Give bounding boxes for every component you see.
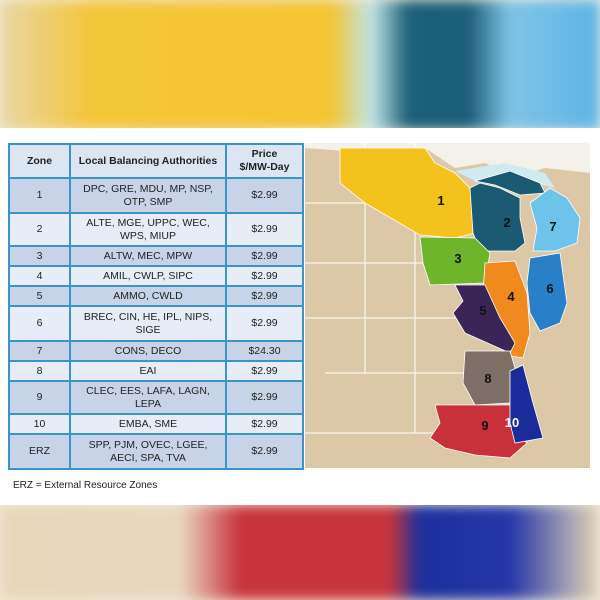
zone-1-label: 1	[437, 193, 444, 208]
cell-price: $2.99	[225, 413, 304, 435]
cell-zone: 2	[8, 212, 71, 247]
blurred-background-top	[0, 0, 600, 130]
zone-10-region	[509, 364, 544, 444]
zone-price-table: Zone Local Balancing Authorities Price $/…	[8, 143, 304, 470]
table-row: 2 ALTE, MGE, UPPC, WEC, WPS, MIUP $2.99	[8, 212, 304, 247]
cell-zone: 7	[8, 340, 71, 362]
cell-price: $2.99	[225, 285, 304, 307]
zone-5-label: 5	[479, 303, 486, 318]
cell-zone: 8	[8, 360, 71, 382]
cell-price: $2.99	[225, 177, 304, 214]
table-row: 4 AMIL, CWLP, SIPC $2.99	[8, 265, 304, 287]
zone-map: 1 2 3 4 5 6 7 8 9 10	[305, 143, 590, 468]
cell-zone: 4	[8, 265, 71, 287]
zone-7-region	[529, 187, 581, 252]
zone-4-label: 4	[507, 289, 515, 304]
cell-lbas: ALTE, MGE, UPPC, WEC, WPS, MIUP	[69, 212, 227, 247]
cell-price: $2.99	[225, 360, 304, 382]
cell-price: $24.30	[225, 340, 304, 362]
cell-zone: 6	[8, 305, 71, 342]
cell-lbas: DPC, GRE, MDU, MP, NSP, OTP, SMP	[69, 177, 227, 214]
table-row: 9 CLEC, EES, LAFA, LAGN, LEPA $2.99	[8, 380, 304, 415]
zone-8-label: 8	[484, 371, 491, 386]
table-row: 7 CONS, DECO $24.30	[8, 340, 304, 362]
cell-lbas: CLEC, EES, LAFA, LAGN, LEPA	[69, 380, 227, 415]
cell-price: $2.99	[225, 380, 304, 415]
cell-zone: ERZ	[8, 433, 71, 470]
table-row: 10 EMBA, SME $2.99	[8, 413, 304, 435]
cell-price: $2.99	[225, 433, 304, 470]
table-row: 5 AMMO, CWLD $2.99	[8, 285, 304, 307]
cell-lbas: BREC, CIN, HE, IPL, NIPS, SIGE	[69, 305, 227, 342]
cell-price: $2.99	[225, 212, 304, 247]
footnote: ERZ = External Resource Zones	[13, 480, 158, 491]
cell-zone: 1	[8, 177, 71, 214]
zone-10-label: 10	[505, 415, 519, 430]
cell-price: $2.99	[225, 265, 304, 287]
header-price: Price $/MW-Day	[225, 143, 304, 179]
zone-3-label: 3	[454, 251, 461, 266]
header-zone: Zone	[8, 143, 71, 179]
cell-lbas: ALTW, MEC, MPW	[69, 245, 227, 267]
cell-lbas: AMMO, CWLD	[69, 285, 227, 307]
zone-6-region	[526, 252, 568, 332]
cell-price: $2.99	[225, 305, 304, 342]
state-borders	[305, 143, 465, 434]
table-row: 1 DPC, GRE, MDU, MP, NSP, OTP, SMP $2.99	[8, 177, 304, 214]
cell-lbas: EAI	[69, 360, 227, 382]
table-row: 3 ALTW, MEC, MPW $2.99	[8, 245, 304, 267]
cell-zone: 9	[8, 380, 71, 415]
zone-2-label: 2	[503, 215, 510, 230]
table-row: 8 EAI $2.99	[8, 360, 304, 382]
zone-9-label: 9	[481, 418, 488, 433]
zone-6-label: 6	[546, 281, 553, 296]
zone-7-label: 7	[549, 219, 556, 234]
cell-lbas: CONS, DECO	[69, 340, 227, 362]
cell-zone: 5	[8, 285, 71, 307]
cell-lbas: EMBA, SME	[69, 413, 227, 435]
cell-lbas: AMIL, CWLP, SIPC	[69, 265, 227, 287]
cell-lbas: SPP, PJM, OVEC, LGEE, AECI, SPA, TVA	[69, 433, 227, 470]
zone-5-region	[452, 284, 516, 354]
cell-zone: 10	[8, 413, 71, 435]
cell-zone: 3	[8, 245, 71, 267]
header-lbas: Local Balancing Authorities	[69, 143, 227, 179]
blurred-background-bottom	[0, 505, 600, 600]
table-row: 6 BREC, CIN, HE, IPL, NIPS, SIGE $2.99	[8, 305, 304, 342]
table-header: Zone Local Balancing Authorities Price $/…	[8, 143, 304, 179]
table-row: ERZ SPP, PJM, OVEC, LGEE, AECI, SPA, TVA $…	[8, 433, 304, 470]
cell-price: $2.99	[225, 245, 304, 267]
